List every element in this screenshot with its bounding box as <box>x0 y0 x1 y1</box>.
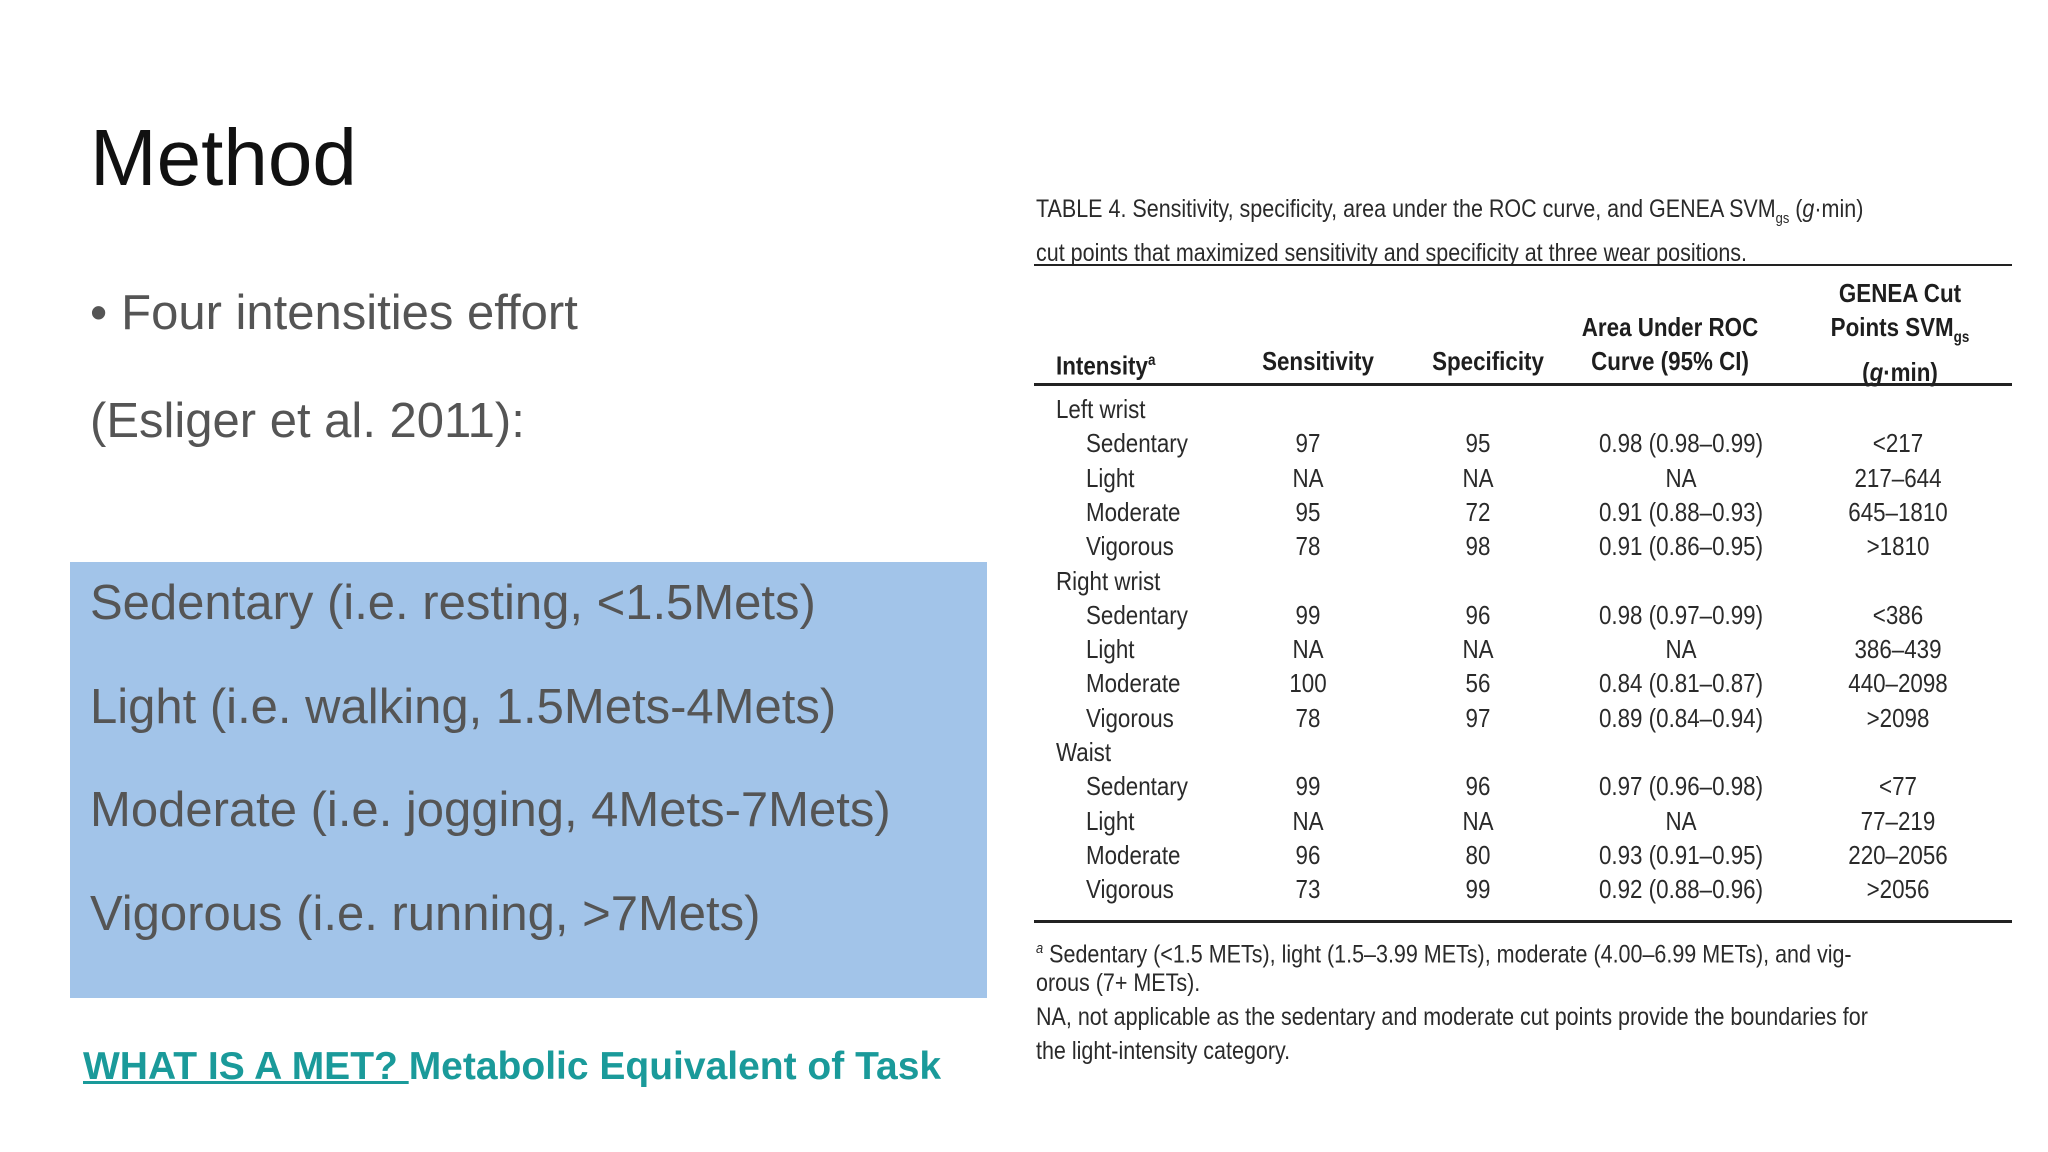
cell-auc: 0.84 (0.81–0.87) <box>1598 668 1764 699</box>
cell-cut: 386–439 <box>1854 634 1942 665</box>
cell-specificity: 95 <box>1465 428 1491 459</box>
cell-sensitivity: 100 <box>1289 668 1327 699</box>
intensity-box: Sedentary (i.e. resting, <1.5Mets) Light… <box>70 562 987 998</box>
cell-intensity: Vigorous <box>1086 531 1174 562</box>
group-label: Right wrist <box>1056 565 1161 596</box>
cell-sensitivity: NA <box>1292 805 1324 836</box>
cell-auc: 0.91 (0.88–0.93) <box>1598 496 1764 527</box>
cell-intensity: Light <box>1086 462 1135 493</box>
cell-specificity: 96 <box>1465 771 1491 802</box>
cell-specificity: 99 <box>1465 874 1491 905</box>
met-link-line: WHAT IS A MET? Metabolic Equivalent of T… <box>83 1044 941 1091</box>
cell-auc: NA <box>1665 805 1697 836</box>
cell-specificity: 97 <box>1465 702 1491 733</box>
cell-intensity: Light <box>1086 634 1135 665</box>
cell-intensity: Sedentary <box>1086 428 1188 459</box>
slide-title: Method <box>90 113 357 202</box>
cell-intensity: Moderate <box>1086 839 1181 870</box>
cell-sensitivity: 97 <box>1295 428 1321 459</box>
cell-auc: NA <box>1665 634 1697 665</box>
header-sensitivity: Sensitivity <box>1262 346 1374 376</box>
table-top-rule <box>1034 264 2012 266</box>
cell-sensitivity: 96 <box>1295 839 1321 870</box>
cell-cut: 217–644 <box>1854 462 1942 493</box>
header-cut-points: GENEA Cut Points SVMgs (g·min) <box>1830 278 1970 388</box>
footnote-line: a Sedentary (<1.5 METs), light (1.5–3.99… <box>1036 940 1852 969</box>
cell-cut: 645–1810 <box>1848 496 1948 527</box>
bullet-icon: • <box>90 286 108 340</box>
footnote-line: NA, not applicable as the sedentary and … <box>1036 1003 1868 1031</box>
cell-auc: 0.98 (0.98–0.99) <box>1598 428 1764 459</box>
cell-cut: 220–2056 <box>1848 839 1948 870</box>
cell-specificity: 80 <box>1465 839 1491 870</box>
header-rule <box>1034 383 2012 386</box>
cell-sensitivity: 78 <box>1295 531 1321 562</box>
cell-auc: NA <box>1665 462 1697 493</box>
cell-sensitivity: 99 <box>1295 771 1321 802</box>
cell-intensity: Vigorous <box>1086 702 1174 733</box>
cell-cut: <77 <box>1879 771 1917 802</box>
cell-cut: >1810 <box>1866 531 1930 562</box>
cell-sensitivity: NA <box>1292 462 1324 493</box>
cell-sensitivity: 78 <box>1295 702 1321 733</box>
cell-cut: <386 <box>1872 599 1924 630</box>
cell-cut: >2098 <box>1866 702 1930 733</box>
cell-intensity: Light <box>1086 805 1135 836</box>
cell-intensity: Sedentary <box>1086 771 1188 802</box>
cell-specificity: NA <box>1462 805 1494 836</box>
table-figure: TABLE 4. Sensitivity, specificity, area … <box>1030 184 2015 1074</box>
cell-intensity: Moderate <box>1086 668 1181 699</box>
cell-auc: 0.97 (0.96–0.98) <box>1598 771 1764 802</box>
footnote-line: the light-intensity category. <box>1036 1037 1291 1065</box>
cell-specificity: 98 <box>1465 531 1491 562</box>
intensity-item: Light (i.e. walking, 1.5Mets-4Mets) <box>90 680 837 734</box>
cell-auc: 0.89 (0.84–0.94) <box>1598 702 1764 733</box>
met-description: Metabolic Equivalent of Task <box>408 1045 942 1088</box>
header-specificity: Specificity <box>1432 346 1544 376</box>
cell-specificity: 72 <box>1465 496 1491 527</box>
intensity-item: Moderate (i.e. jogging, 4Mets-7Mets) <box>90 783 891 837</box>
cell-sensitivity: 73 <box>1295 874 1321 905</box>
citation: (Esliger et al. 2011): <box>90 394 525 448</box>
table-bottom-rule <box>1034 920 2012 923</box>
header-intensity: Intensitya <box>1056 350 1156 381</box>
group-label: Waist <box>1056 737 1112 767</box>
cell-sensitivity: 95 <box>1295 496 1321 527</box>
cell-specificity: NA <box>1462 462 1494 493</box>
header-auc: Area Under ROC Curve (95% CI) <box>1581 312 1759 376</box>
met-link[interactable]: WHAT IS A MET? <box>83 1045 409 1088</box>
cell-auc: 0.92 (0.88–0.96) <box>1598 874 1764 905</box>
cell-auc: 0.98 (0.97–0.99) <box>1598 599 1764 630</box>
cell-cut: >2056 <box>1866 874 1930 905</box>
cell-specificity: 56 <box>1465 668 1491 699</box>
footnote-line: orous (7+ METs). <box>1036 969 1201 997</box>
bullet-point: • Four intensities effort <box>90 284 578 343</box>
cell-intensity: Vigorous <box>1086 874 1174 905</box>
cell-intensity: Sedentary <box>1086 599 1188 630</box>
cell-cut: 440–2098 <box>1848 668 1948 699</box>
cell-cut: 77–219 <box>1860 805 1936 836</box>
intensity-item: Vigorous (i.e. running, >7Mets) <box>90 887 761 941</box>
bullet-text: Four intensities effort <box>121 286 578 340</box>
cell-intensity: Moderate <box>1086 496 1181 527</box>
table-caption: TABLE 4. Sensitivity, specificity, area … <box>1036 195 1864 267</box>
cell-specificity: NA <box>1462 634 1494 665</box>
cell-sensitivity: NA <box>1292 634 1324 665</box>
cell-specificity: 96 <box>1465 599 1491 630</box>
group-label: Left wrist <box>1056 394 1146 424</box>
cell-auc: 0.91 (0.86–0.95) <box>1598 531 1764 562</box>
cell-sensitivity: 99 <box>1295 599 1321 630</box>
intensity-item: Sedentary (i.e. resting, <1.5Mets) <box>90 576 816 630</box>
cell-cut: <217 <box>1872 428 1924 459</box>
cell-auc: 0.93 (0.91–0.95) <box>1598 839 1764 870</box>
